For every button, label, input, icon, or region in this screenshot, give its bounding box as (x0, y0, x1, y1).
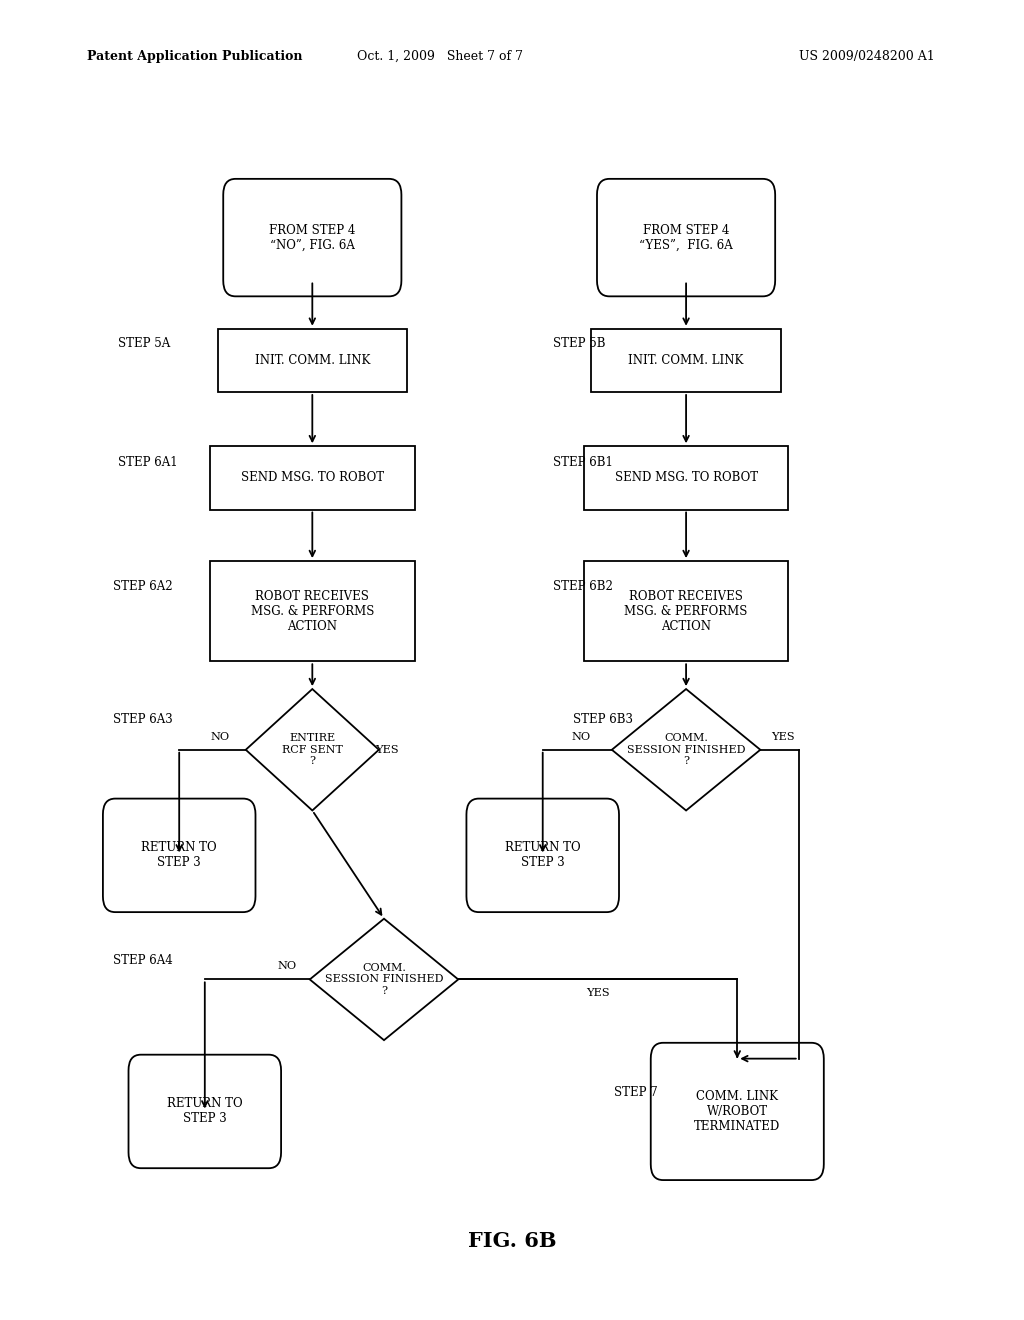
Polygon shape (309, 919, 459, 1040)
Text: US 2009/0248200 A1: US 2009/0248200 A1 (799, 50, 935, 63)
FancyBboxPatch shape (651, 1043, 823, 1180)
Text: YES: YES (771, 731, 795, 742)
Text: FROM STEP 4
“NO”, FIG. 6A: FROM STEP 4 “NO”, FIG. 6A (269, 223, 355, 252)
Text: ENTIRE
RCF SENT
?: ENTIRE RCF SENT ? (282, 733, 343, 767)
FancyBboxPatch shape (217, 329, 407, 392)
Text: Patent Application Publication: Patent Application Publication (87, 50, 302, 63)
Text: RETURN TO
STEP 3: RETURN TO STEP 3 (141, 841, 217, 870)
Text: STEP 7: STEP 7 (614, 1086, 658, 1100)
Text: INIT. COMM. LINK: INIT. COMM. LINK (629, 354, 743, 367)
Text: INIT. COMM. LINK: INIT. COMM. LINK (255, 354, 370, 367)
Text: NO: NO (571, 731, 591, 742)
Text: FIG. 6B: FIG. 6B (468, 1230, 556, 1251)
Text: SEND MSG. TO ROBOT: SEND MSG. TO ROBOT (614, 471, 758, 484)
Text: STEP 6B3: STEP 6B3 (573, 713, 634, 726)
Text: STEP 6B1: STEP 6B1 (553, 455, 612, 469)
FancyBboxPatch shape (210, 561, 415, 661)
Text: STEP 5B: STEP 5B (553, 337, 605, 350)
Text: STEP 5A: STEP 5A (118, 337, 170, 350)
Text: STEP 6A4: STEP 6A4 (113, 954, 172, 968)
Text: NO: NO (278, 961, 297, 972)
Text: COMM.
SESSION FINISHED
?: COMM. SESSION FINISHED ? (627, 733, 745, 767)
FancyBboxPatch shape (597, 180, 775, 297)
FancyBboxPatch shape (592, 329, 780, 392)
Text: NO: NO (211, 731, 229, 742)
FancyBboxPatch shape (584, 561, 788, 661)
Text: SEND MSG. TO ROBOT: SEND MSG. TO ROBOT (241, 471, 384, 484)
Text: YES: YES (586, 987, 609, 998)
Text: FROM STEP 4
“YES”,  FIG. 6A: FROM STEP 4 “YES”, FIG. 6A (639, 223, 733, 252)
Text: RETURN TO
STEP 3: RETURN TO STEP 3 (167, 1097, 243, 1126)
Text: YES: YES (375, 744, 399, 755)
FancyBboxPatch shape (584, 446, 788, 510)
Text: COMM. LINK
W/ROBOT
TERMINATED: COMM. LINK W/ROBOT TERMINATED (694, 1090, 780, 1133)
Polygon shape (246, 689, 379, 810)
Text: ROBOT RECEIVES
MSG. & PERFORMS
ACTION: ROBOT RECEIVES MSG. & PERFORMS ACTION (251, 590, 374, 632)
Text: Oct. 1, 2009   Sheet 7 of 7: Oct. 1, 2009 Sheet 7 of 7 (357, 50, 523, 63)
FancyBboxPatch shape (210, 446, 415, 510)
FancyBboxPatch shape (102, 799, 256, 912)
Text: STEP 6B2: STEP 6B2 (553, 579, 612, 593)
Text: STEP 6A1: STEP 6A1 (118, 455, 177, 469)
FancyBboxPatch shape (467, 799, 618, 912)
FancyBboxPatch shape (223, 180, 401, 297)
Polygon shape (612, 689, 760, 810)
Text: COMM.
SESSION FINISHED
?: COMM. SESSION FINISHED ? (325, 962, 443, 997)
Text: STEP 6A2: STEP 6A2 (113, 579, 172, 593)
Text: ROBOT RECEIVES
MSG. & PERFORMS
ACTION: ROBOT RECEIVES MSG. & PERFORMS ACTION (625, 590, 748, 632)
FancyBboxPatch shape (129, 1055, 281, 1168)
Text: STEP 6A3: STEP 6A3 (113, 713, 172, 726)
Text: RETURN TO
STEP 3: RETURN TO STEP 3 (505, 841, 581, 870)
